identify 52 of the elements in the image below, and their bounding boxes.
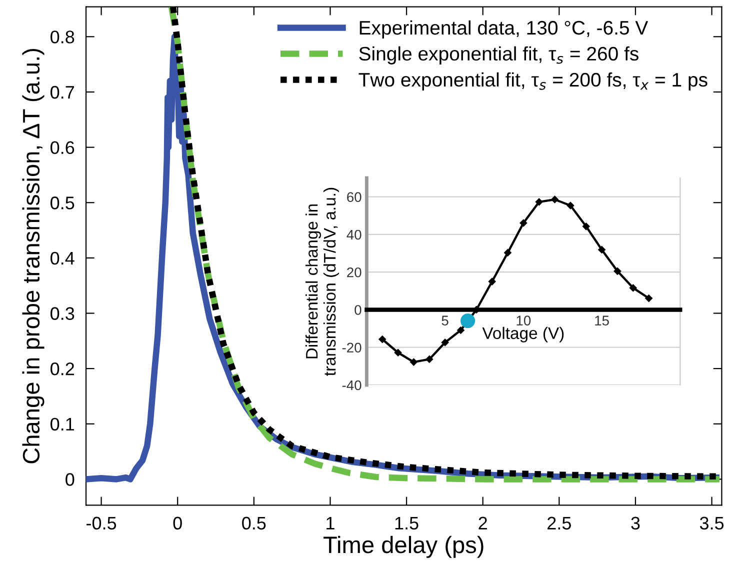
x-axis-title: Voltage (V) <box>482 326 564 342</box>
x-tick-label: 2.5 <box>548 516 571 530</box>
point <box>535 198 543 206</box>
point <box>582 222 590 230</box>
y-axis-title: Differential change in transmission (dT/dV, a.u.) <box>305 188 339 376</box>
y-tick-label: 20 <box>347 267 362 278</box>
y-tick-label: -20 <box>342 342 362 353</box>
x-tick-label: 1.5 <box>395 516 418 530</box>
point <box>488 278 496 286</box>
x-tick-label: 3 <box>631 516 640 530</box>
x-tick-label: 3.5 <box>700 516 724 530</box>
point <box>504 249 512 256</box>
x-tick-label: 0.5 <box>242 516 266 530</box>
point <box>566 202 574 210</box>
y-tick-label: 0.6 <box>50 141 74 154</box>
point <box>551 196 558 204</box>
y-tick-label: 0.3 <box>50 307 74 320</box>
y-tick-label: 0.7 <box>50 86 74 99</box>
point <box>614 268 622 275</box>
legend-label: Single exponential fit, τ$_{s}$ = 260 fs <box>359 46 638 64</box>
point <box>520 219 528 227</box>
y-tick-label: 40 <box>346 230 362 240</box>
point <box>645 294 652 302</box>
x-tick-label: 15 <box>595 316 609 326</box>
x-tick-label: -0.5 <box>86 516 116 530</box>
y-tick-label: 0 <box>354 305 362 315</box>
point <box>394 348 402 356</box>
x-tick-label: 10 <box>516 316 531 326</box>
point <box>378 336 386 343</box>
x-tick-label: 5 <box>442 316 448 326</box>
y-tick-label: -40 <box>342 380 362 390</box>
point <box>426 356 434 363</box>
x-tick-label: 2 <box>478 516 487 530</box>
point <box>598 246 606 254</box>
y-tick-label: 0 <box>66 473 74 486</box>
legend-label: Experimental data, 130 °C, -6.5 V <box>360 20 648 39</box>
x-axis-title: Time delay (ps) <box>324 536 484 558</box>
legend-label: Two exponential fit, τ$_{s}$ = 200 fs, τ$_{x}$ = 1 ps <box>358 72 708 90</box>
y-axis-title: Change in probe transmission, ΔT (a.u.) <box>22 48 44 464</box>
point <box>457 326 464 334</box>
point <box>460 314 476 328</box>
y-tick-label: 60 <box>347 192 362 202</box>
y-tick-label: 0.4 <box>50 252 74 265</box>
y-tick-label: 0.2 <box>50 362 74 376</box>
x-tick-label: 1 <box>326 516 334 530</box>
point <box>441 338 449 346</box>
y-tick-label: 0.5 <box>50 196 74 210</box>
y-tick-label: 0.8 <box>50 30 74 44</box>
y-tick-label: 0.1 <box>50 418 74 431</box>
point <box>629 284 637 292</box>
x-tick-label: 0 <box>173 516 182 530</box>
point <box>410 358 418 366</box>
